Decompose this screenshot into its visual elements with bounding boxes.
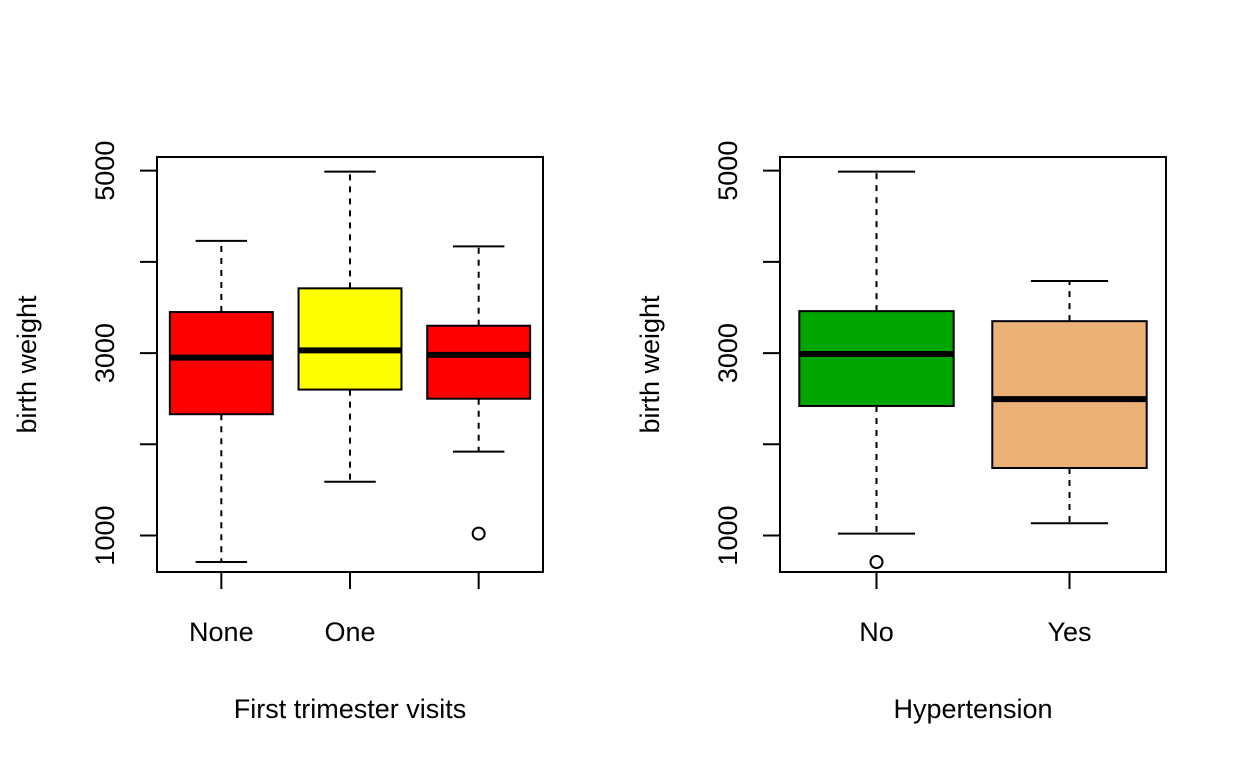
- x-tick-label: Yes: [1047, 617, 1091, 647]
- box: [168, 311, 274, 416]
- box: [297, 287, 403, 391]
- y-tick-label: 3000: [713, 323, 743, 383]
- x-axis-title: Hypertension: [893, 694, 1052, 724]
- boxplot-panel-hypertension: No Yes 1000 3000 5000 birth weight Hypertensio…: [635, 141, 1167, 724]
- y-tick-label: 5000: [713, 141, 743, 201]
- x-tick-label: No: [859, 617, 894, 647]
- box: [426, 324, 532, 400]
- outlier-point: [471, 526, 486, 541]
- y-axis-title: birth weight: [635, 295, 665, 434]
- y-axis-title: birth weight: [12, 295, 42, 434]
- y-tick-label: 5000: [90, 141, 120, 201]
- plot-frame: [779, 156, 1167, 573]
- box: [991, 320, 1148, 470]
- box: [798, 310, 955, 407]
- y-tick-label: 3000: [90, 323, 120, 383]
- x-tick-label: None: [189, 617, 254, 647]
- x-axis-title: First trimester visits: [234, 694, 467, 724]
- y-tick-label: 1000: [90, 505, 120, 565]
- boxplot-panel-first-trimester: None One 1000 3000 5000 birth weight First tri…: [12, 141, 544, 724]
- plot-frame: [156, 156, 544, 573]
- x-tick-label: One: [324, 617, 375, 647]
- y-tick-label: 1000: [713, 505, 743, 565]
- outlier-point: [869, 555, 884, 570]
